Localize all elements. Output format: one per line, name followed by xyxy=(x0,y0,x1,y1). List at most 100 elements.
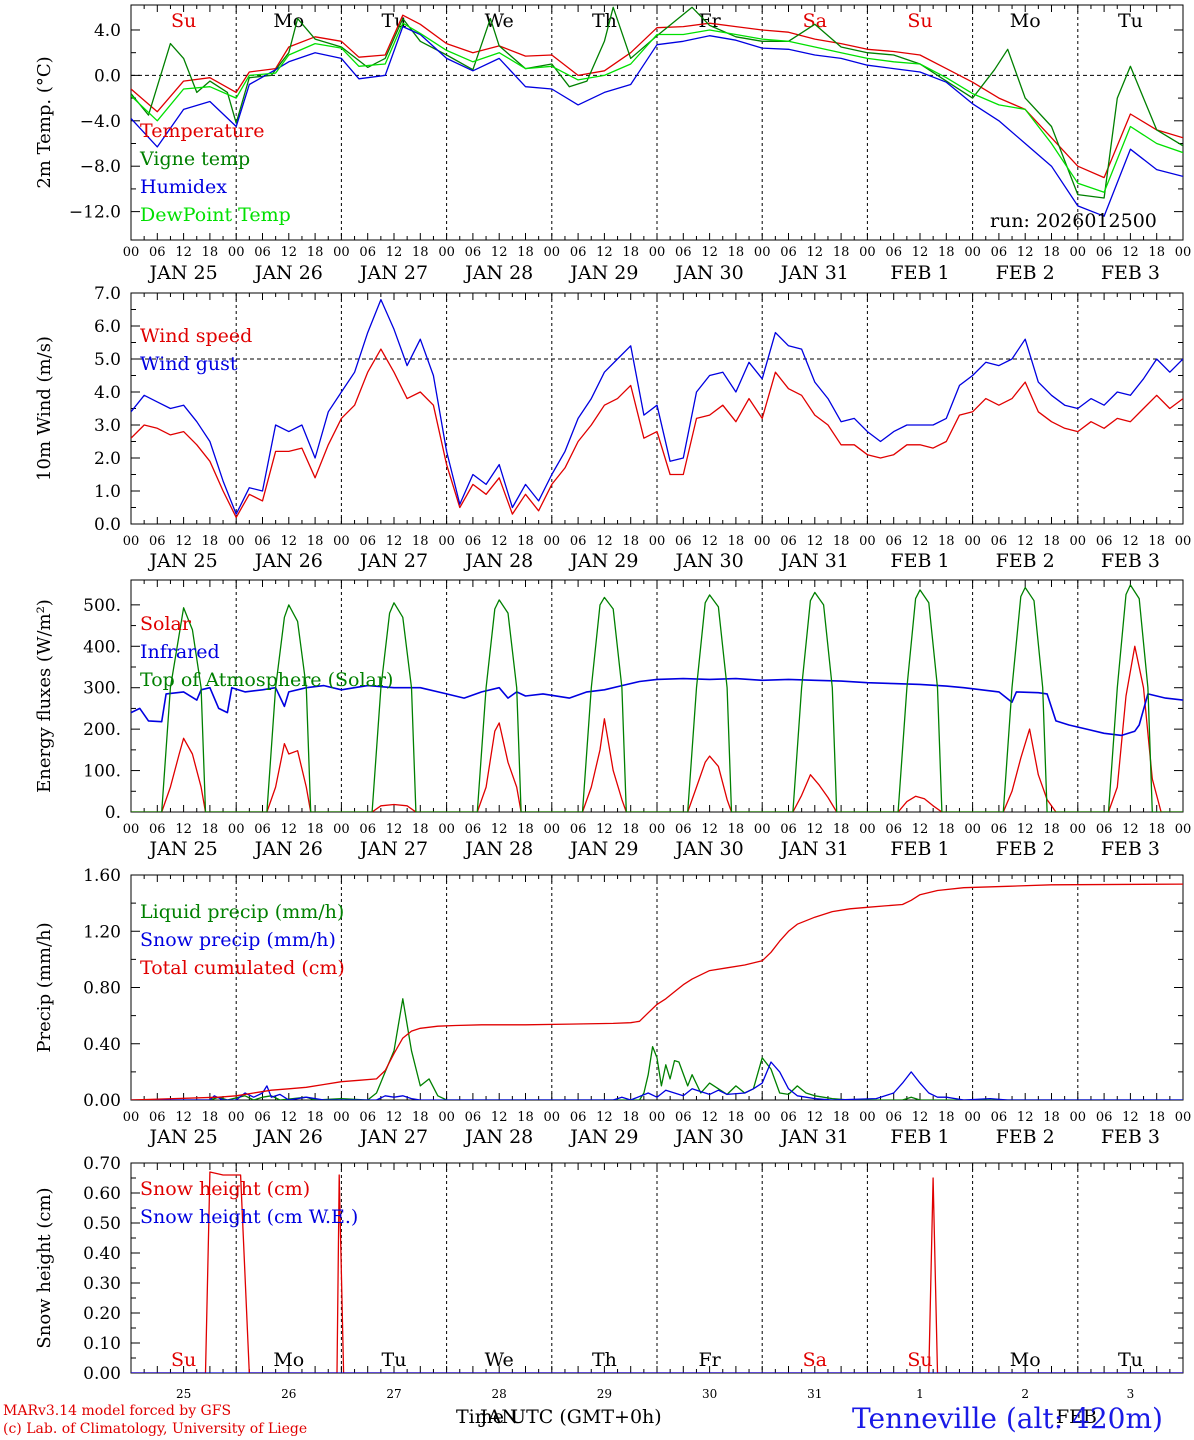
hour-tick-label: 18 xyxy=(728,245,745,260)
day-label: FEB 3 xyxy=(1101,262,1160,284)
hour-tick-label: 12 xyxy=(386,1110,403,1125)
series-line-temperature xyxy=(131,14,1183,179)
weekday-label: Fr xyxy=(698,10,721,32)
y-tick-label: 400. xyxy=(83,637,121,657)
hour-tick-label: 06 xyxy=(149,245,166,260)
hour-tick-label: 06 xyxy=(359,1110,376,1125)
day-label: JAN 25 xyxy=(148,838,218,860)
day-number-label: 28 xyxy=(492,1387,507,1401)
weekday-label: Su xyxy=(171,1349,196,1371)
day-label: JAN 27 xyxy=(358,262,428,284)
hour-tick-label: 00 xyxy=(123,245,140,260)
weekday-label: Su xyxy=(907,10,932,32)
station-label: Tenneville (alt: 420m) xyxy=(852,1402,1163,1435)
day-label: JAN 25 xyxy=(148,1126,218,1148)
hour-tick-label: 06 xyxy=(885,1110,902,1125)
hour-tick-label: 00 xyxy=(1175,534,1192,549)
series-line-snow-height-cm xyxy=(131,1171,1183,1373)
day-label: FEB 2 xyxy=(996,550,1055,572)
footer-month-jan: JAN xyxy=(480,1406,518,1428)
weekday-label: We xyxy=(485,1349,514,1371)
legend-entry: Liquid precip (mm/h) xyxy=(140,901,344,923)
hour-tick-label: 00 xyxy=(1175,822,1192,837)
hour-tick-label: 00 xyxy=(964,245,981,260)
hour-tick-label: 06 xyxy=(991,1110,1008,1125)
hour-tick-label: 12 xyxy=(175,534,192,549)
series-line-wind-speed xyxy=(131,348,1183,519)
y-tick-label: −4.0 xyxy=(80,112,121,132)
y-axis-label: Snow height (cm) xyxy=(34,1187,55,1348)
y-axis-label: 10m Wind (m/s) xyxy=(34,336,55,481)
panel-3: 0. 100. 200. 300. 400. 500. Energy fluxes (W/m… xyxy=(34,579,1192,860)
legend-entry: Snow height (cm) xyxy=(140,1178,310,1200)
hour-tick-label: 12 xyxy=(807,245,824,260)
y-tick-label: 4.0 xyxy=(94,383,121,403)
day-label: JAN 31 xyxy=(779,262,849,284)
hour-tick-label: 06 xyxy=(1096,1110,1113,1125)
hour-tick-label: 06 xyxy=(254,822,271,837)
hour-tick-label: 12 xyxy=(701,1110,718,1125)
hour-tick-label: 00 xyxy=(123,534,140,549)
hour-tick-label: 06 xyxy=(465,1110,482,1125)
hour-tick-label: 00 xyxy=(1175,245,1192,260)
hour-tick-label: 06 xyxy=(885,534,902,549)
hour-tick-label: 12 xyxy=(596,1110,613,1125)
legend-entry: Solar xyxy=(140,613,192,635)
hour-tick-label: 06 xyxy=(991,534,1008,549)
hour-tick-label: 00 xyxy=(649,534,666,549)
hour-tick-label: 12 xyxy=(807,1110,824,1125)
legend-entry: Snow height (cm W.E.) xyxy=(140,1206,358,1228)
y-tick-label: 0.00 xyxy=(83,1364,121,1384)
hour-tick-label: 18 xyxy=(938,534,955,549)
hour-tick-label: 18 xyxy=(938,1110,955,1125)
day-label: JAN 27 xyxy=(358,550,428,572)
hour-tick-label: 06 xyxy=(885,245,902,260)
hour-tick-label: 18 xyxy=(833,1110,850,1125)
hour-tick-label: 18 xyxy=(1043,534,1060,549)
hour-tick-label: 18 xyxy=(1043,1110,1060,1125)
hour-tick-label: 06 xyxy=(149,1110,166,1125)
weekday-label: Tu xyxy=(382,10,407,32)
hour-tick-label: 12 xyxy=(175,245,192,260)
hour-tick-label: 12 xyxy=(807,534,824,549)
hour-tick-label: 00 xyxy=(859,822,876,837)
hour-tick-label: 18 xyxy=(517,822,534,837)
hour-tick-label: 06 xyxy=(359,245,376,260)
hour-tick-label: 00 xyxy=(228,1110,245,1125)
legend-entry: Vigne temp xyxy=(139,148,250,170)
weekday-label: Fr xyxy=(698,1349,721,1371)
y-tick-label: 0.10 xyxy=(83,1334,121,1354)
y-tick-label: 1.20 xyxy=(83,922,121,942)
series-line-snow-precip-mm-h xyxy=(131,1061,1183,1100)
hour-tick-label: 00 xyxy=(1175,1110,1192,1125)
hour-tick-label: 12 xyxy=(386,534,403,549)
hour-tick-label: 12 xyxy=(281,1110,298,1125)
hour-tick-label: 12 xyxy=(1017,822,1034,837)
hour-tick-label: 06 xyxy=(149,822,166,837)
hour-tick-label: 12 xyxy=(701,822,718,837)
day-label: JAN 26 xyxy=(253,838,323,860)
hour-tick-label: 12 xyxy=(1017,534,1034,549)
day-label: JAN 25 xyxy=(148,262,218,284)
y-axis-label: 2m Temp. (°C) xyxy=(34,56,55,188)
hour-tick-label: 18 xyxy=(622,822,639,837)
hour-tick-label: 06 xyxy=(359,822,376,837)
y-tick-label: 300. xyxy=(83,679,121,699)
y-tick-label: 0.40 xyxy=(83,1035,121,1055)
series-line-top-of-atmosphere-solar xyxy=(131,584,1183,812)
run-label: run: 2026012500 xyxy=(990,210,1157,232)
day-number-label: 29 xyxy=(597,1387,612,1401)
hour-tick-label: 06 xyxy=(359,534,376,549)
hour-tick-label: 06 xyxy=(780,1110,797,1125)
day-label: JAN 28 xyxy=(463,262,533,284)
legend-entry: Wind speed xyxy=(140,325,252,347)
hour-tick-label: 18 xyxy=(833,245,850,260)
hour-tick-label: 00 xyxy=(438,534,455,549)
hour-tick-label: 00 xyxy=(438,822,455,837)
y-tick-label: 0.70 xyxy=(83,1154,121,1174)
footer-lab: (c) Lab. of Climatology, University of L… xyxy=(3,1421,308,1437)
hour-tick-label: 00 xyxy=(333,822,350,837)
hour-tick-label: 06 xyxy=(570,822,587,837)
hour-tick-label: 06 xyxy=(570,534,587,549)
